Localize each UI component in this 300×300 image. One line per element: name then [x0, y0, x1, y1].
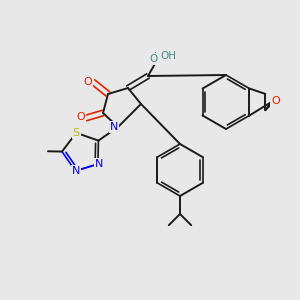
Text: O: O: [150, 54, 158, 64]
Text: N: N: [110, 122, 118, 132]
Text: N: N: [72, 166, 81, 176]
Text: O: O: [84, 77, 92, 87]
Text: N: N: [95, 159, 103, 169]
Text: H: H: [154, 52, 162, 62]
Text: S: S: [73, 128, 80, 138]
Text: O: O: [76, 112, 85, 122]
Text: OH: OH: [160, 51, 176, 61]
Text: O: O: [271, 96, 280, 106]
